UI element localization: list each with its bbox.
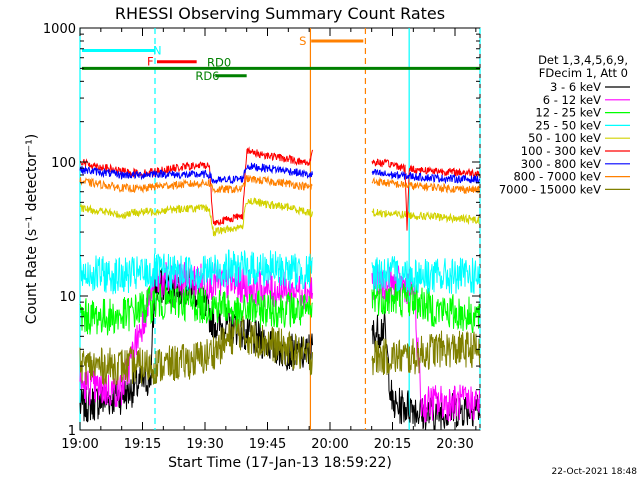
legend-label-4: 25 - 50 keV [535, 118, 601, 132]
series-lines [79, 146, 480, 431]
legend-label-9: 7000 - 15000 keV [499, 182, 601, 196]
annotation-label-rd0: RD0 [207, 55, 231, 69]
legend-label-5: 50 - 100 keV [528, 131, 601, 145]
series-line-6 [79, 146, 480, 231]
chart-title: RHESSI Observing Summary Count Rates [115, 4, 445, 23]
annotation-label-n: N [153, 43, 162, 57]
timestamp: 22-Oct-2021 18:48 [552, 467, 638, 477]
legend-header-2: FDecim 1, Att 0 [539, 66, 628, 80]
y-axis-label: Count Rate (s⁻¹ detector⁻¹) [24, 134, 40, 324]
annotation-label-s: S [299, 34, 306, 48]
x-axis-label: Start Time (17-Jan-13 18:59:22) [168, 455, 392, 471]
series-line-4 [79, 249, 480, 295]
x-tick-label-3: 19:30 [186, 437, 223, 452]
x-tick-label-7: 20:30 [436, 437, 473, 452]
x-tick-label-6: 20:15 [374, 437, 411, 452]
x-tick-label-1: 19:00 [61, 437, 98, 452]
x-axis-ticks: 19:00 19:15 19:30 19:45 20:00 20:15 20:30 [61, 28, 477, 452]
annotation-label-rd6: RD6 [195, 69, 219, 83]
legend-label-2: 6 - 12 keV [543, 93, 601, 107]
legend-label-6: 100 - 300 keV [521, 144, 601, 158]
series-line-3 [79, 283, 480, 336]
series-line-2 [79, 262, 480, 423]
annotation-label-f: F [147, 55, 154, 69]
legend: Det 1,3,4,5,6,9,FDecim 1, Att 03 - 6 keV… [499, 53, 630, 196]
x-tick-label-4: 19:45 [249, 437, 286, 452]
series-line-5 [79, 197, 480, 237]
legend-label-1: 3 - 6 keV [550, 80, 601, 94]
y-tick-label-2: 10 [59, 290, 76, 305]
legend-header-1: Det 1,3,4,5,6,9, [538, 53, 628, 67]
x-tick-label-2: 19:15 [124, 437, 161, 452]
x-tick-label-5: 20:00 [311, 437, 348, 452]
y-axis-ticks: 1 10 100 1000 [43, 22, 480, 439]
series-line-9 [79, 315, 480, 387]
y-tick-label-3: 100 [51, 156, 76, 171]
series-line-8 [79, 175, 480, 195]
y-tick-label-4: 1000 [43, 22, 76, 37]
series-line-7 [79, 162, 480, 185]
y-tick-label-1: 1 [68, 424, 76, 439]
legend-label-8: 800 - 7000 keV [513, 170, 601, 184]
legend-label-7: 300 - 800 keV [521, 157, 601, 171]
legend-label-3: 12 - 25 keV [535, 106, 601, 120]
